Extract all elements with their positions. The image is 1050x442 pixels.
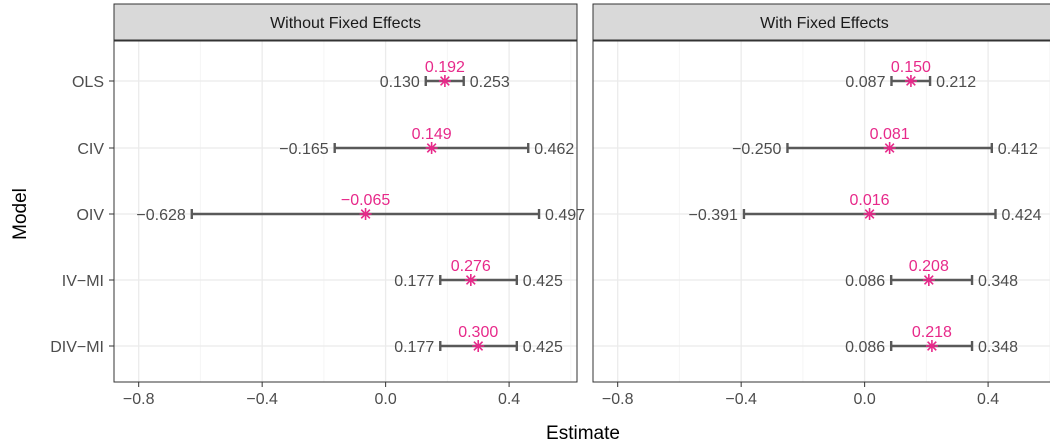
x-tick-label: 0.0 [375,391,397,408]
x-axis-title: Estimate [546,423,620,442]
upper-bound-label: 0.497 [545,207,585,224]
lower-bound-label: 0.177 [394,273,434,290]
facet-title: Without Fixed Effects [270,15,421,32]
panel-border [113,40,578,383]
x-tick-label: −0.4 [725,391,757,408]
lower-bound-label: −0.165 [279,141,328,158]
y-tick-label: OLS [72,74,104,91]
estimate-label: 0.276 [451,258,491,275]
estimate-point [359,208,372,220]
lower-bound-label: 0.177 [394,339,434,356]
y-tick-label: DIV−MI [50,339,104,356]
estimate-label: 0.149 [412,126,452,143]
panel-border [592,40,1050,383]
x-tick-label: 0.0 [854,391,876,408]
facet-strip [113,3,578,41]
facet-panel-2: With Fixed Effects 0.150 0.087 0.212 0.081 −0… [592,3,1050,408]
x-tick-label: 0.4 [977,391,999,408]
estimate-point [922,274,935,286]
estimate-point [925,340,938,352]
lower-bound-label: 0.087 [845,74,885,91]
upper-bound-label: 0.425 [523,273,563,290]
lower-bound-label: −0.391 [689,207,738,224]
x-tick-label: −0.8 [602,391,634,408]
estimate-label: 0.218 [912,324,952,341]
upper-bound-label: 0.253 [470,74,510,91]
estimate-point [863,208,876,220]
upper-bound-label: 0.425 [523,339,563,356]
y-axis-title: Model [10,188,31,240]
estimate-point [883,142,896,154]
x-tick-label: −0.4 [246,391,278,408]
lower-bound-label: −0.250 [732,141,781,158]
upper-bound-label: 0.412 [998,141,1038,158]
upper-bound-label: 0.462 [534,141,574,158]
lower-bound-label: 0.086 [845,339,885,356]
upper-bound-label: 0.212 [936,74,976,91]
estimate-label: 0.208 [909,258,949,275]
estimate-point [425,142,438,154]
x-tick-label: 0.4 [498,391,520,408]
x-tick-label: −0.8 [123,391,155,408]
y-tick-label: CIV [77,141,104,158]
upper-bound-label: 0.424 [1002,207,1042,224]
estimate-label: 0.300 [458,324,498,341]
y-tick-label: IV−MI [62,273,104,290]
estimate-label: 0.150 [891,59,931,76]
lower-bound-label: 0.130 [380,74,420,91]
y-tick-label: OIV [76,207,104,224]
estimate-point [904,75,917,87]
estimate-point [438,75,451,87]
facet-strip [592,3,1050,41]
upper-bound-label: 0.348 [978,339,1018,356]
panel-background [593,41,1050,382]
lower-bound-label: 0.086 [845,273,885,290]
estimate-label: 0.016 [850,192,890,209]
estimate-label: 0.081 [870,126,910,143]
estimate-label: −0.065 [341,192,390,209]
facet-panel-1: Without Fixed Effects 0.192 0.130 0.253 0.14… [113,3,585,408]
estimate-label: 0.192 [425,59,465,76]
estimate-point [472,340,485,352]
lower-bound-label: −0.628 [136,207,185,224]
facet-title: With Fixed Effects [760,15,889,32]
estimate-point [464,274,477,286]
upper-bound-label: 0.348 [978,273,1018,290]
